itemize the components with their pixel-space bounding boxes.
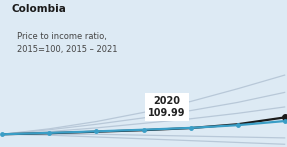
Text: 2020
109.99: 2020 109.99 [148, 96, 186, 118]
Text: Price to income ratio,
2015=100, 2015 – 2021: Price to income ratio, 2015=100, 2015 – … [17, 32, 118, 54]
Text: Colombia: Colombia [11, 4, 66, 14]
